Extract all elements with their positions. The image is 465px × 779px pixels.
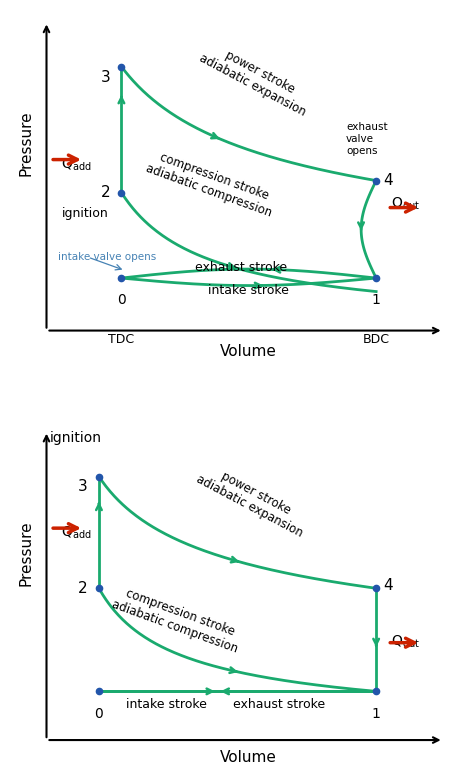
Text: intake stroke: intake stroke — [208, 284, 289, 297]
Text: intake valve opens: intake valve opens — [58, 252, 156, 262]
Text: 0: 0 — [117, 293, 126, 307]
Text: Volume: Volume — [220, 344, 277, 359]
Text: Q$_\mathregular{out}$: Q$_\mathregular{out}$ — [391, 633, 420, 650]
Text: power stroke
adiabatic expansion: power stroke adiabatic expansion — [193, 460, 312, 540]
Text: ignition: ignition — [50, 432, 102, 446]
Text: 1: 1 — [372, 707, 380, 721]
Text: ignition: ignition — [61, 206, 108, 220]
Text: TDC: TDC — [108, 333, 134, 346]
Text: Q$_\mathregular{add}$: Q$_\mathregular{add}$ — [61, 157, 92, 173]
Text: compression stroke
adiabatic compression: compression stroke adiabatic compression — [144, 148, 279, 220]
Text: 3: 3 — [78, 479, 88, 495]
Text: 2: 2 — [100, 185, 110, 200]
Text: Volume: Volume — [220, 750, 277, 765]
Text: Pressure: Pressure — [19, 111, 34, 176]
Text: 4: 4 — [384, 578, 393, 593]
Text: 2: 2 — [78, 581, 88, 596]
Text: 4: 4 — [384, 173, 393, 188]
Text: power stroke
adiabatic expansion: power stroke adiabatic expansion — [197, 38, 315, 119]
Text: 0: 0 — [94, 707, 103, 721]
Text: BDC: BDC — [363, 333, 390, 346]
Text: exhaust stroke: exhaust stroke — [195, 261, 287, 274]
Text: exhaust
valve
opens: exhaust valve opens — [346, 122, 388, 156]
Text: Q$_\mathregular{out}$: Q$_\mathregular{out}$ — [391, 196, 420, 212]
Text: 3: 3 — [100, 69, 110, 85]
Text: exhaust stroke: exhaust stroke — [232, 698, 325, 710]
Text: Q$_\mathregular{add}$: Q$_\mathregular{add}$ — [61, 525, 92, 541]
Text: Pressure: Pressure — [19, 520, 34, 586]
Text: intake stroke: intake stroke — [126, 698, 207, 710]
Text: 1: 1 — [372, 293, 380, 307]
Text: compression stroke
adiabatic compression: compression stroke adiabatic compression — [110, 584, 245, 656]
